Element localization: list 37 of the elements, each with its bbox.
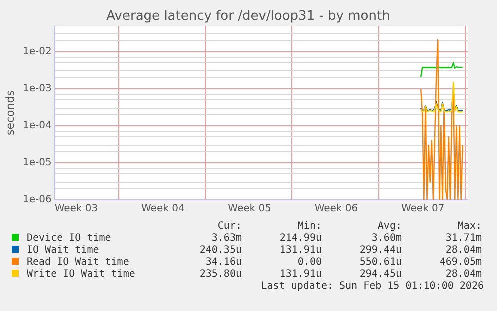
text: 550.61u [358,257,402,269]
chart-title: Average latency for /dev/loop31 - by month [106,9,390,24]
y-tick-label: 1e-05 [22,158,52,169]
legend-label: Read IO Wait time [26,257,130,269]
text: 240.35u [198,245,242,257]
text: 31.71m [444,233,482,245]
text: 28.04m [444,245,482,257]
text: 235.80u [198,269,242,281]
text: Avg: [376,221,402,233]
text: Cur: [216,221,242,233]
x-tick-label: Week 06 [314,204,358,215]
y-tick-label: 1e-04 [22,120,52,132]
text: 299.44u [358,245,402,257]
x-tick-label: Week 03 [54,204,98,215]
text: 3.60m [370,233,402,245]
x-tick-label: Week 04 [142,204,185,215]
y-tick-label: 1e-03 [22,84,52,95]
text: 34.16u [204,257,242,269]
text: 294.45u [358,269,402,281]
text: Min: [296,221,322,233]
text: 131.91u [278,269,322,281]
text: 131.91u [278,245,322,257]
y-axis-title: seconds [4,90,17,136]
y-tick-label: 1e-02 [22,46,52,58]
text: 469.05m [438,257,482,269]
text: 3.63m [210,233,242,245]
legend-label: Write IO Wait time [26,269,136,281]
y-tick-label: 1e-06 [22,194,52,206]
text: 28.04m [444,269,482,281]
text: 214.99u [278,233,322,245]
text: Max: [456,221,482,233]
x-tick-label: Week 05 [228,204,272,215]
x-tick-label: Week 07 [401,204,445,215]
legend-label: IO Wait time [26,245,100,257]
legend-label: Device IO time [26,233,112,245]
text: 0.00 [296,257,322,269]
text: Last update: Sun Feb 15 01:10:00 2026 [261,281,484,292]
